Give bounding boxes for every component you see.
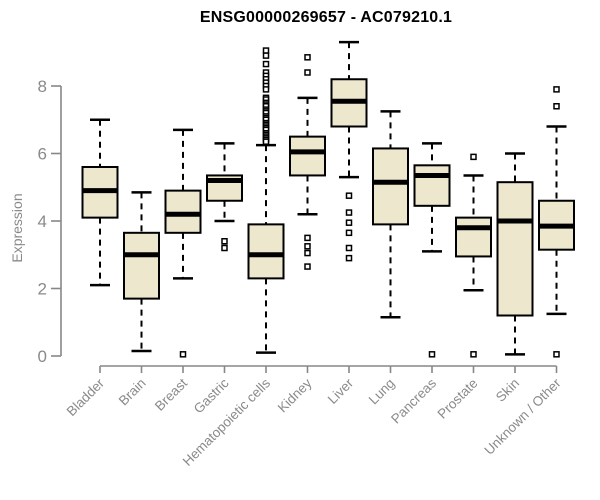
- iqr-box: [289, 135, 326, 177]
- outlier-point: [345, 244, 353, 252]
- boxplot-prostate: [455, 153, 492, 358]
- outlier-point: [179, 351, 187, 358]
- boxplot-bladder: [81, 118, 119, 287]
- boxplot-gastric: [206, 142, 243, 252]
- outlier-point: [262, 52, 270, 59]
- outlier-point: [304, 234, 311, 242]
- outlier-point: [553, 351, 560, 358]
- iqr-box: [372, 147, 409, 226]
- outlier-point: [262, 138, 270, 145]
- outlier-point: [221, 244, 228, 252]
- x-tick-label-gastric: Gastric: [191, 375, 232, 416]
- x-tick-label-kidney: Kidney: [275, 375, 315, 415]
- x-tick-label-pancreas: Pancreas: [388, 375, 439, 426]
- outlier-point: [262, 47, 270, 54]
- outlier-point: [304, 263, 311, 270]
- boxplot-breast: [164, 128, 202, 358]
- outlier-point: [345, 254, 353, 262]
- boxplot-lung: [372, 110, 409, 319]
- x-tick-label-breast: Breast: [152, 375, 190, 413]
- y-tick-label: 0: [38, 347, 47, 366]
- outlier-point: [553, 103, 560, 110]
- outlier-point: [345, 192, 353, 199]
- outlier-point: [345, 229, 353, 237]
- x-tick-label-lung: Lung: [366, 376, 398, 408]
- chart-title: ENSG00000269657 - AC079210.1: [199, 9, 453, 26]
- iqr-box: [164, 189, 202, 234]
- y-tick-label: 8: [38, 77, 47, 96]
- x-tick-label-skin: Skin: [493, 376, 522, 405]
- outlier-point: [345, 209, 353, 216]
- boxplot-skin: [496, 152, 534, 356]
- boxplot-liver: [330, 40, 368, 262]
- x-tick-label-unknown-other: Unknown / Other: [481, 375, 564, 458]
- iqr-box: [413, 164, 451, 207]
- y-axis: 0 2 4 6 8: [38, 77, 62, 366]
- boxplot-kidney: [289, 54, 326, 270]
- outlier-point: [345, 219, 353, 226]
- x-tick-label-prostate: Prostate: [434, 376, 480, 422]
- outlier-point: [262, 86, 270, 93]
- y-tick-label: 4: [38, 212, 47, 231]
- boxplot-pancreas: [413, 142, 451, 358]
- outlier-point: [304, 54, 311, 61]
- iqr-box: [247, 223, 285, 280]
- outlier-point: [470, 351, 477, 358]
- y-tick-label: 2: [38, 280, 47, 299]
- outlier-point: [470, 153, 477, 161]
- outlier-point: [221, 238, 228, 245]
- x-tick-label-bladder: Bladder: [64, 375, 108, 419]
- x-tick-label-brain: Brain: [116, 376, 149, 409]
- boxplot-unknown-other: [538, 86, 575, 358]
- iqr-box: [496, 181, 534, 317]
- iqr-box: [455, 216, 492, 258]
- x-tick-label-liver: Liver: [325, 375, 357, 407]
- iqr-box: [123, 231, 160, 300]
- boxplot-brain: [123, 191, 160, 353]
- boxplot-hematopoietic-cells: [247, 47, 285, 354]
- outlier-point: [304, 249, 311, 257]
- outlier-point: [304, 69, 311, 76]
- outlier-point: [428, 351, 436, 358]
- y-tick-label: 6: [38, 145, 47, 164]
- outlier-point: [304, 243, 311, 250]
- outlier-point: [553, 86, 560, 93]
- outlier-point: [262, 60, 270, 68]
